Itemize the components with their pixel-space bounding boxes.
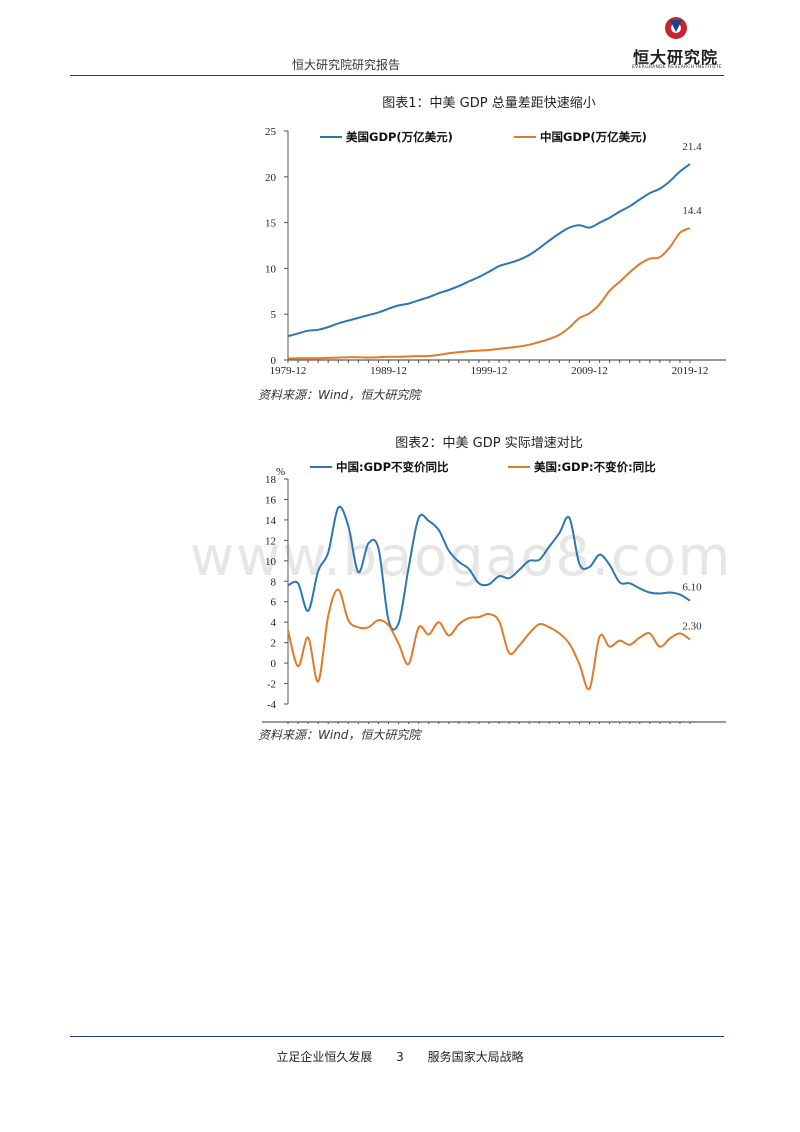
chart2-y-tick-label: 18 <box>265 474 277 486</box>
chart2-y-tick-label: 12 <box>265 535 276 547</box>
chart2-series-line-2 <box>287 588 691 691</box>
page-footer: 立足企业恒久发展 3 服务国家大局战略 <box>0 1048 800 1065</box>
chart2-y-tick-label: 16 <box>265 494 277 506</box>
chart2-y-axis-label: % <box>276 466 285 478</box>
chart2-y-tick-label: 8 <box>271 576 277 588</box>
chart2-title: 图表2：中美 GDP 实际增速对比 <box>395 436 583 451</box>
chart1-y-tick-label: 10 <box>265 263 277 275</box>
footer-slogan-right: 服务国家大局战略 <box>427 1050 524 1064</box>
logo-name: 恒大研究院 <box>633 48 719 67</box>
footer-divider <box>70 1036 724 1037</box>
chart1-legend-label-2: 中国GDP(万亿美元) <box>540 130 647 144</box>
chart1-x-tick-label: 1999-12 <box>471 365 508 377</box>
chart1-x-tick-label: 1979-12 <box>270 365 307 377</box>
chart2-y-tick-label: -4 <box>267 699 277 711</box>
chart1-y-tick-label: 20 <box>265 172 277 184</box>
logo-subtitle: EVERGRANDE RESEARCH INSTITUTE <box>632 65 723 70</box>
chart2-end-label-1: 6.10 <box>682 582 702 594</box>
chart2-source: 资料来源：Wind，恒大研究院 <box>258 728 421 742</box>
chart2-gdp-growth: -4-20246810121416181979-121989-121999-12… <box>262 460 726 724</box>
chart2-y-tick-label: 2 <box>271 638 277 650</box>
chart1-series-line-2 <box>287 227 691 360</box>
chart1-title: 图表1：中美 GDP 总量差距快速缩小 <box>382 96 596 111</box>
chart2-legend-label-1: 中国:GDP不变价同比 <box>336 460 449 474</box>
chart2-y-tick-label: 4 <box>271 617 277 629</box>
chart1-x-tick-label: 1989-12 <box>370 365 407 377</box>
report-header: 恒大研究院研究报告 <box>292 58 401 72</box>
chart1-x-tick-label: 2009-12 <box>571 365 608 377</box>
evergrande-logo-icon <box>665 17 687 39</box>
chart1-gdp-total: 0 5 10 15 20 25 1979-12 1989-12 1999-12 2009-12 20… <box>265 126 726 377</box>
header-divider <box>70 75 724 76</box>
chart2-series-line-1 <box>287 505 691 631</box>
chart2-y-tick-label: 0 <box>271 658 277 670</box>
chart1-legend-label-1: 美国GDP(万亿美元) <box>346 130 453 144</box>
footer-slogan-left: 立足企业恒久发展 <box>276 1050 373 1064</box>
chart2-y-tick-label: -2 <box>267 679 276 691</box>
chart1-y-tick-label: 0 <box>271 355 277 367</box>
chart1-y-tick-label: 15 <box>265 218 277 230</box>
chart1-source: 资料来源：Wind，恒大研究院 <box>258 388 421 402</box>
chart1-y-tick-label: 5 <box>271 309 277 321</box>
chart1-x-tick-label: 2019-12 <box>672 365 709 377</box>
chart1-end-label-2: 14.4 <box>682 205 702 217</box>
page-number: 3 <box>396 1050 404 1064</box>
chart2-end-label-2: 2.30 <box>682 621 702 633</box>
chart1-end-label-1: 21.4 <box>682 141 702 153</box>
watermark: www.baogao8.com <box>190 525 733 588</box>
chart1-series-line-1 <box>287 163 691 338</box>
chart2-y-tick-label: 14 <box>265 515 277 527</box>
chart2-y-tick-label: 10 <box>265 556 277 568</box>
chart1-y-tick-label: 25 <box>265 126 277 138</box>
chart2-y-tick-label: 6 <box>271 597 277 609</box>
chart2-legend-label-2: 美国:GDP:不变价:同比 <box>534 460 656 474</box>
